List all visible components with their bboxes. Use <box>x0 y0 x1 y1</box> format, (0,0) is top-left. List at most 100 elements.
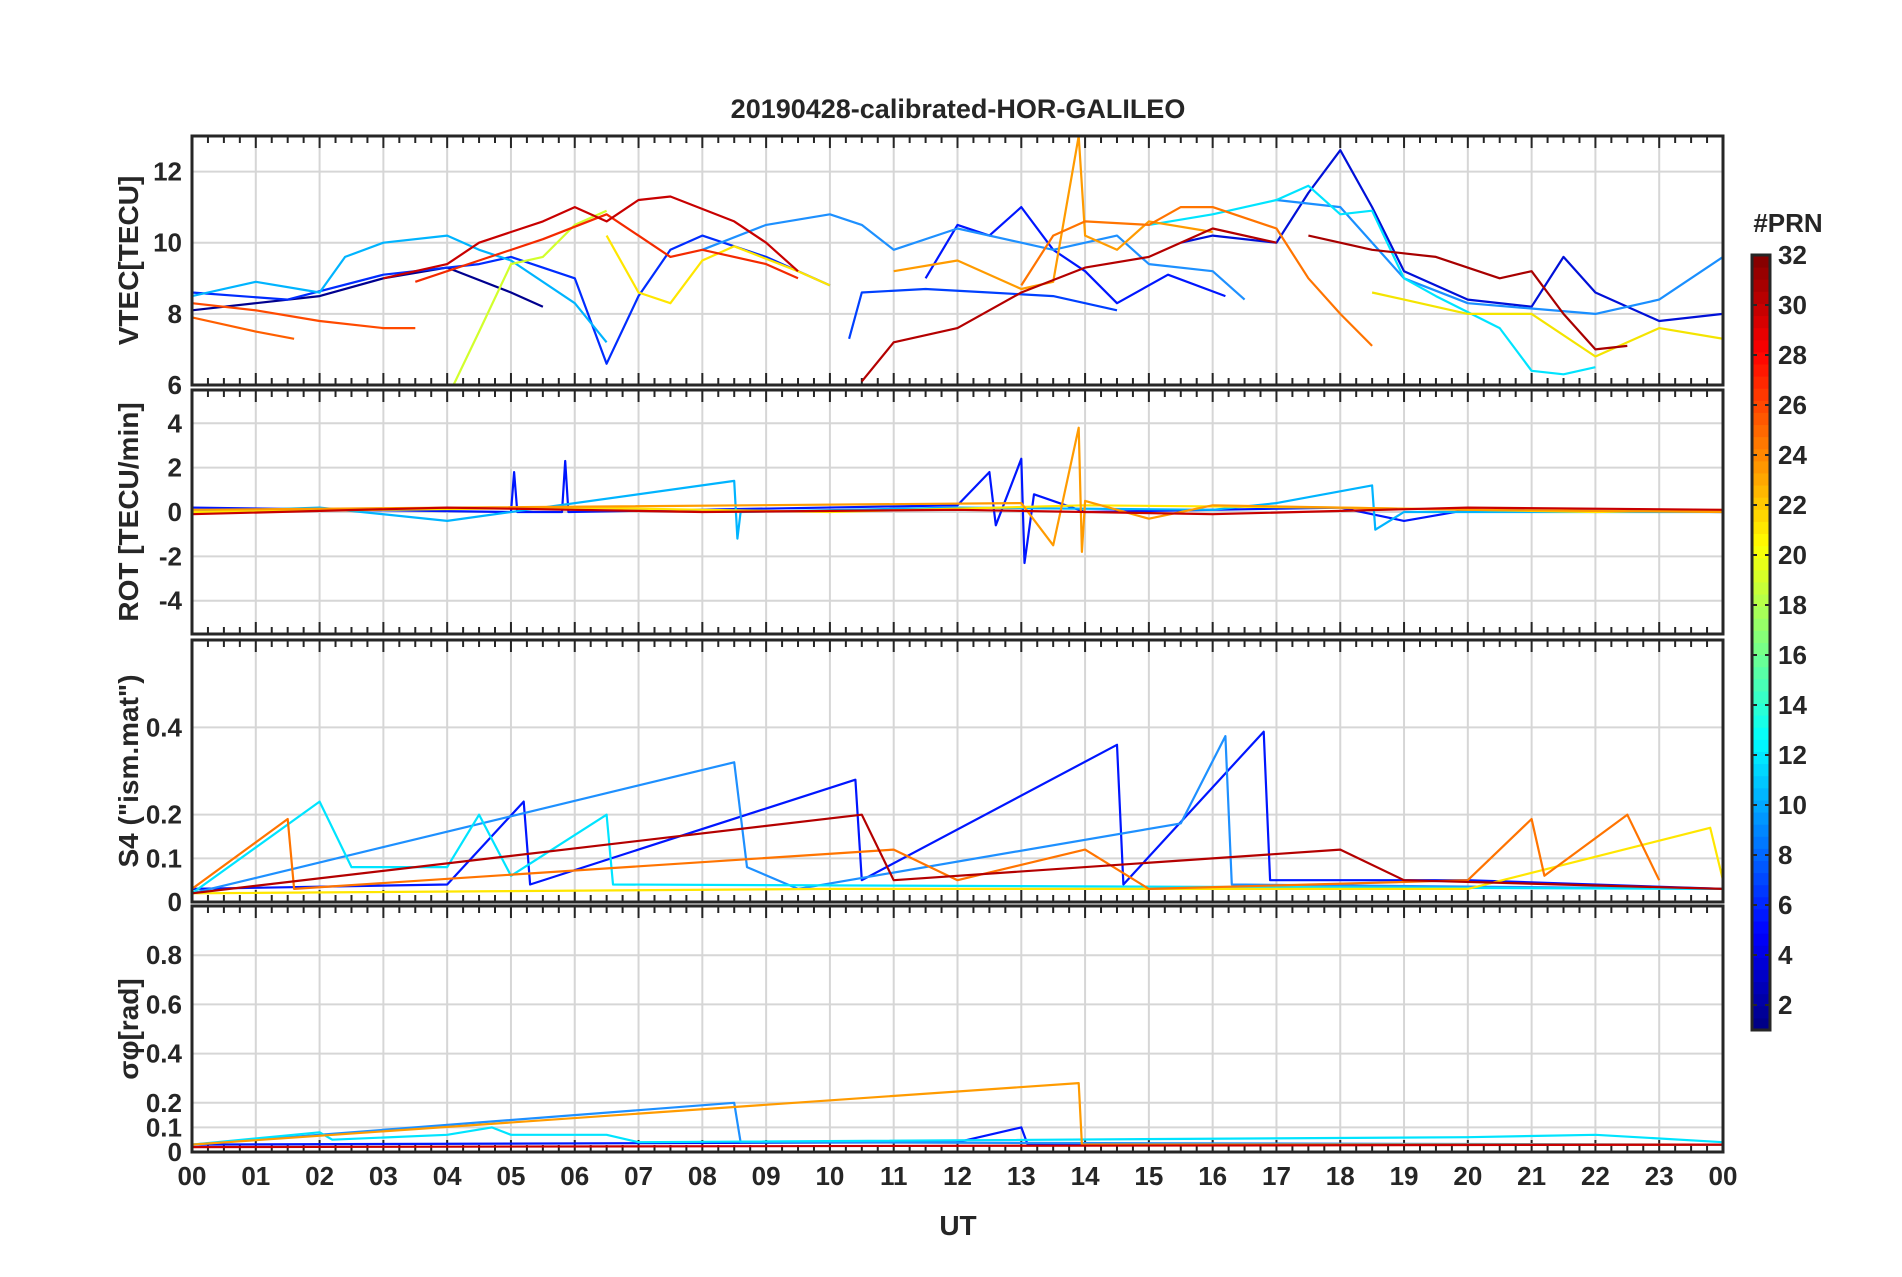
series-line-rot <box>192 426 1723 553</box>
series-line-vtec <box>1371 291 1723 358</box>
colorbar-segment <box>1752 497 1770 510</box>
colorbar-segment <box>1752 654 1770 668</box>
colorbar-segment <box>1752 594 1770 607</box>
series-line-vtec <box>192 234 831 365</box>
series-line-vtec <box>452 209 608 385</box>
y-tick-label: -2 <box>159 541 182 571</box>
colorbar-segment <box>1752 884 1770 898</box>
colorbar-segment <box>1752 993 1770 1007</box>
colorbar-segment <box>1752 279 1770 292</box>
series-line-sigma_phi <box>192 1126 1723 1146</box>
colorbar-segment <box>1752 533 1770 547</box>
y-tick-label: 2 <box>168 453 182 483</box>
colorbar-tick-label: 6 <box>1778 890 1792 920</box>
colorbar-segment <box>1752 642 1770 656</box>
series-line-vtec <box>1148 184 1596 376</box>
colorbar-segment <box>1752 824 1770 837</box>
colorbar-segment <box>1752 690 1770 704</box>
colorbar-segment <box>1752 400 1770 413</box>
series-line-vtec <box>383 195 799 280</box>
x-tick-label: 01 <box>241 1161 270 1191</box>
x-tick-label: 12 <box>943 1161 972 1191</box>
x-axis-title: UT <box>939 1210 976 1241</box>
series-line-vtec <box>192 234 608 343</box>
colorbar-segment <box>1752 460 1770 474</box>
x-tick-label: 20 <box>1453 1161 1482 1191</box>
colorbar-segment <box>1752 921 1770 934</box>
colorbar-segment <box>1752 860 1770 874</box>
colorbar-segment <box>1752 739 1770 752</box>
colorbar-segment <box>1752 448 1770 462</box>
colorbar-segment <box>1752 255 1770 268</box>
x-tick-label: 02 <box>305 1161 334 1191</box>
colorbar-tick-label: 16 <box>1778 640 1807 670</box>
x-tick-label: 00 <box>1709 1161 1738 1191</box>
colorbar-segment <box>1752 896 1770 910</box>
x-tick-label: 15 <box>1134 1161 1163 1191</box>
y-axis-title-rot: ROT [TECU/min] <box>113 402 144 621</box>
x-tick-label: 18 <box>1326 1161 1355 1191</box>
x-tick-label: 05 <box>496 1161 525 1191</box>
colorbar-segment <box>1752 630 1770 643</box>
x-tick-label: 22 <box>1581 1161 1610 1191</box>
colorbar-segment <box>1752 351 1770 365</box>
series-line-vtec <box>414 213 799 283</box>
x-tick-label: 07 <box>624 1161 653 1191</box>
y-tick-label: 8 <box>168 299 182 329</box>
colorbar-segment <box>1752 715 1770 728</box>
colorbar-segment <box>1752 291 1770 304</box>
colorbar-segment <box>1752 799 1770 813</box>
y-tick-label: 0.1 <box>146 1112 182 1142</box>
y-tick-label: 0.1 <box>146 843 182 873</box>
colorbar-segment <box>1752 969 1770 983</box>
series-line-s4 <box>192 735 1723 895</box>
chart-title: 20190428-calibrated-HOR-GALILEO <box>731 94 1186 124</box>
colorbar-segment <box>1752 703 1770 716</box>
colorbar-segment <box>1752 787 1770 801</box>
colorbar-segment <box>1752 678 1770 692</box>
x-tick-label: 04 <box>433 1161 462 1191</box>
series-line-s4 <box>192 826 1723 895</box>
colorbar-segment <box>1752 763 1770 777</box>
x-tick-label: 16 <box>1198 1161 1227 1191</box>
series-line-vtec <box>1308 234 1628 351</box>
y-axis-title-s4: S4 ("ism.mat") <box>113 674 144 867</box>
y-tick-label: -4 <box>159 586 183 616</box>
colorbar-segment <box>1752 388 1770 401</box>
x-tick-label: 00 <box>178 1161 207 1191</box>
colorbar-tick-label: 22 <box>1778 490 1807 520</box>
colorbar-segment <box>1752 727 1770 740</box>
x-tick-label: 11 <box>880 1161 908 1191</box>
x-tick-label: 08 <box>688 1161 717 1191</box>
y-tick-label: 0 <box>168 1137 182 1167</box>
colorbar-segment <box>1752 836 1770 849</box>
x-tick-label: 03 <box>369 1161 398 1191</box>
y-tick-label: 0 <box>168 887 182 917</box>
colorbar-segment <box>1752 521 1770 535</box>
y-tick-label: 0.4 <box>146 712 183 742</box>
colorbar-segment <box>1752 872 1770 886</box>
colorbar-segment <box>1752 303 1770 317</box>
colorbar-tick-label: 10 <box>1778 790 1807 820</box>
colorbar-segment <box>1752 606 1770 619</box>
panel-frame-s4 <box>190 638 1725 904</box>
y-tick-label: 0 <box>168 497 182 527</box>
series-line-sigma_phi <box>192 1101 1723 1146</box>
x-tick-label: 17 <box>1262 1161 1291 1191</box>
colorbar-segment <box>1752 1017 1770 1031</box>
panel-frame-rot <box>190 388 1725 636</box>
colorbar-segment <box>1752 933 1770 946</box>
series-line-s4 <box>192 800 1723 895</box>
colorbar-segment <box>1752 557 1770 571</box>
series-line-vtec <box>860 227 1277 383</box>
colorbar-segment <box>1752 472 1770 486</box>
colorbar-segment <box>1752 1005 1770 1019</box>
x-tick-label: 13 <box>1007 1161 1036 1191</box>
y-tick-label: 10 <box>153 228 182 258</box>
panel-frame-vtec <box>190 134 1725 387</box>
colorbar-segment <box>1752 908 1770 922</box>
colorbar-tick-label: 30 <box>1778 290 1807 320</box>
colorbar-segment <box>1752 848 1770 861</box>
